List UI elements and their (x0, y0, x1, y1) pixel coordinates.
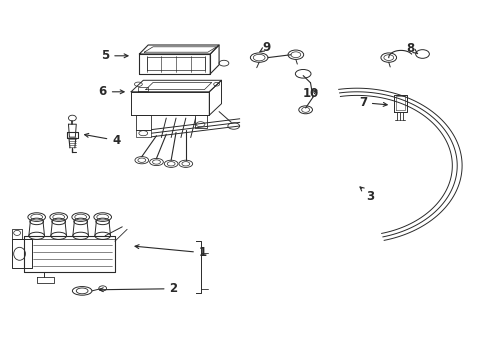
Text: 2: 2 (99, 282, 177, 295)
Text: 8: 8 (406, 42, 417, 55)
Text: 4: 4 (84, 134, 120, 147)
Text: 3: 3 (359, 187, 374, 203)
Text: 7: 7 (358, 96, 386, 109)
Text: 6: 6 (99, 85, 124, 98)
Text: 9: 9 (259, 41, 270, 54)
Text: 1: 1 (135, 245, 206, 259)
Text: 10: 10 (302, 87, 318, 100)
Text: 5: 5 (101, 49, 128, 62)
